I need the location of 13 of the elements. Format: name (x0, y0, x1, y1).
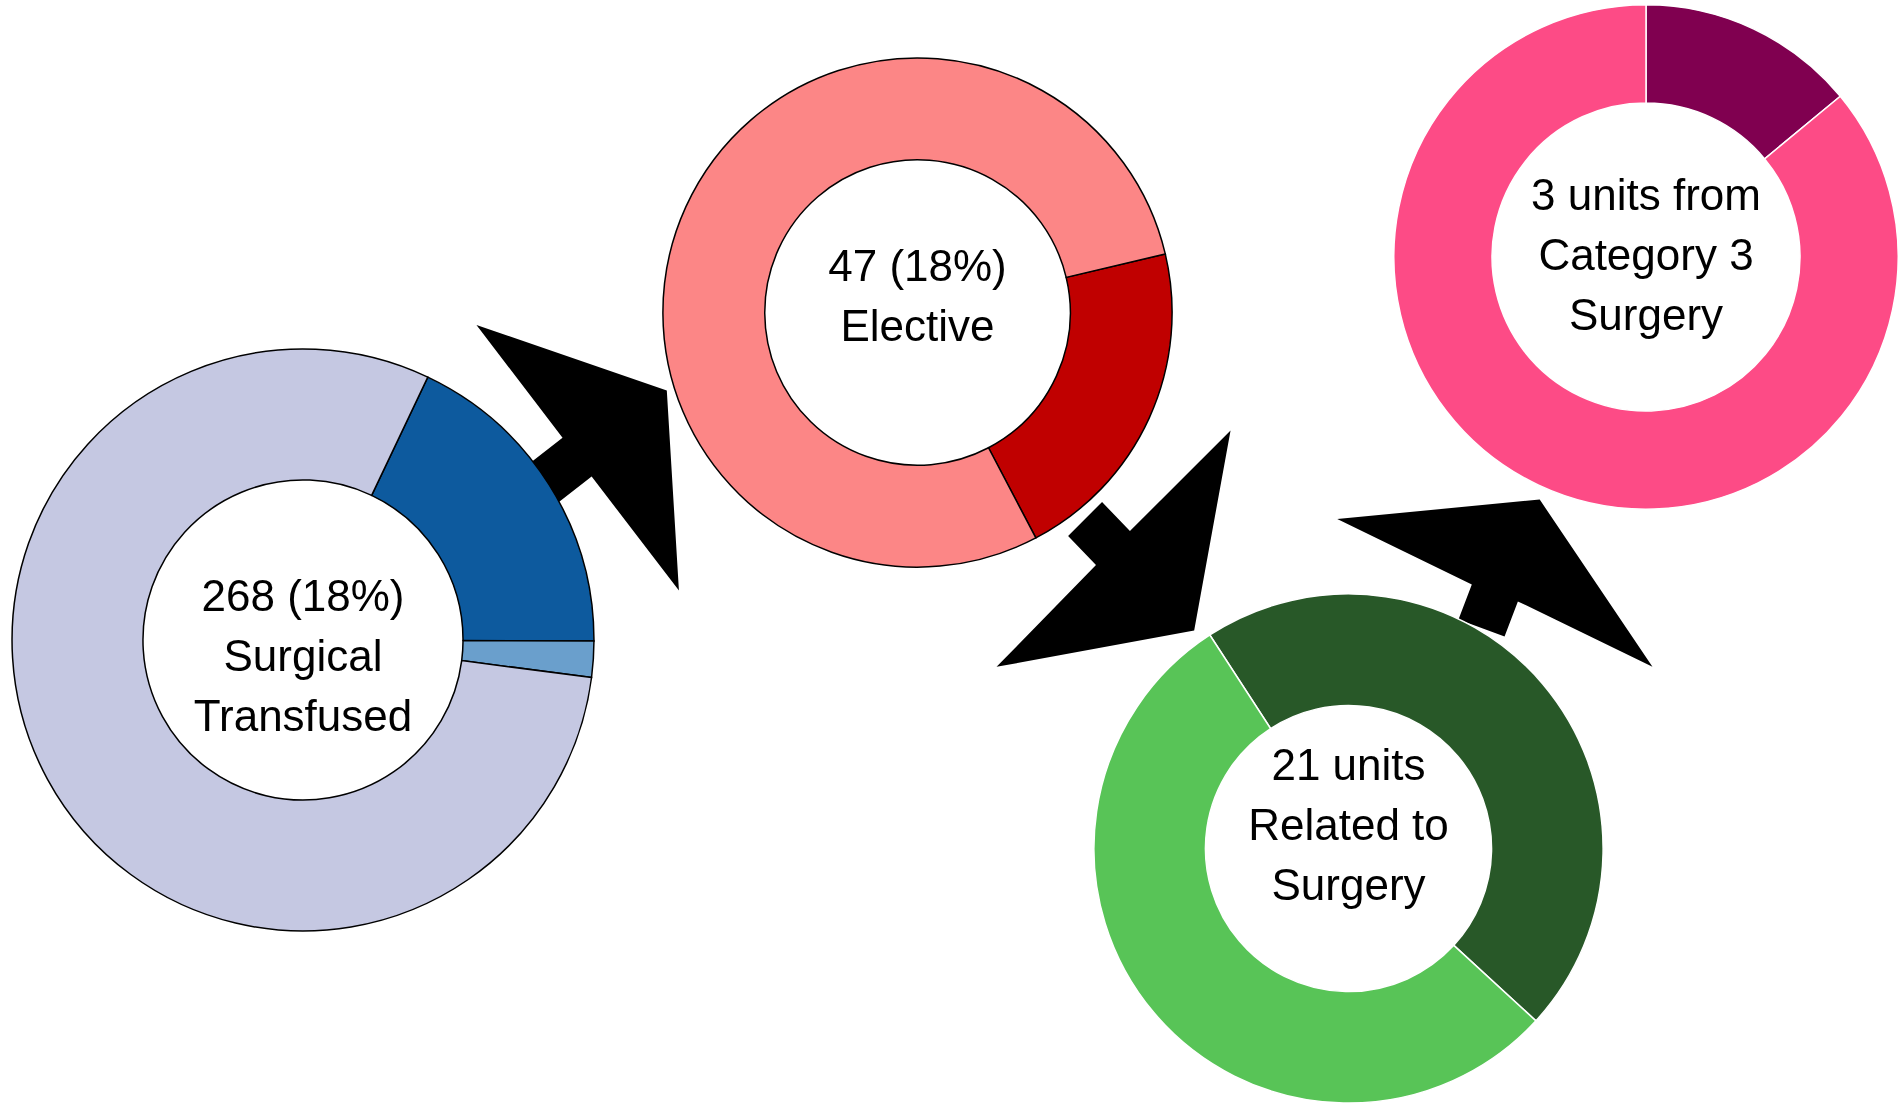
text: 47 (18%) (828, 241, 1008, 291)
text: Transfused (193, 691, 413, 741)
text: 268 (18%) (201, 571, 405, 621)
text: Category 3 (1538, 230, 1755, 280)
text: Surgical (223, 631, 383, 681)
donut-slice (11, 348, 593, 932)
text: 21 units (1271, 739, 1426, 789)
donut-slice (1393, 4, 1900, 510)
text: Surgery (1569, 290, 1724, 340)
text: Related to (1247, 799, 1449, 849)
text: Surgery (1271, 859, 1426, 909)
text: 3 units from (1531, 170, 1762, 220)
text: Elective (840, 301, 995, 351)
